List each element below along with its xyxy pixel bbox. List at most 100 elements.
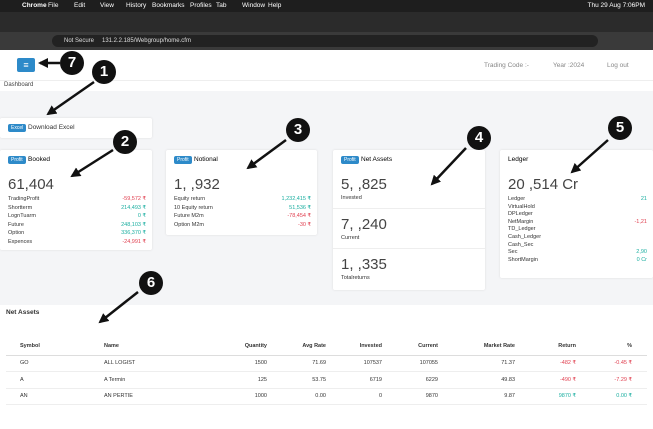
excel-badge[interactable]: Excel <box>8 124 27 132</box>
cell: 0.00 ₹ <box>616 393 632 399</box>
divider <box>6 404 647 405</box>
url-field[interactable]: Not Secure 131.2.2.185/Webgroup/home.cfm <box>52 35 598 47</box>
row-label: ShortMargin <box>508 256 538 263</box>
row-label: Cash_Ledger <box>508 234 542 240</box>
year: Year :2024 <box>553 62 585 69</box>
total: 1, ,932 <box>174 176 220 193</box>
menu-item: View <box>100 2 114 9</box>
security: Not Secure <box>64 38 95 44</box>
arrows <box>38 58 609 324</box>
cell: 107537 <box>363 360 382 366</box>
cell: ALL LOGIST <box>104 360 136 366</box>
column-header: Name <box>104 343 119 349</box>
divider <box>333 208 485 209</box>
row-label: Future <box>8 221 24 228</box>
card-title: Booked <box>28 156 51 163</box>
row-value: 336,370 ₹ <box>121 230 146 236</box>
total: 20 ,514 Cr <box>508 176 579 193</box>
row-label: TradingProfit <box>8 196 40 202</box>
menu-item: Edit <box>74 2 86 9</box>
cell: 49.83 <box>501 376 515 383</box>
excel-card: Excel Download Excel <box>0 118 152 138</box>
cell: 71.69 <box>312 360 326 366</box>
menu-item: Window <box>242 2 266 9</box>
row-label: LognTuarm <box>8 213 36 219</box>
total: 5, ,825 <box>341 176 387 193</box>
row-value: 248,103 ₹ <box>121 221 146 228</box>
block-label: Invested <box>341 195 362 201</box>
row-label: Future M2m <box>174 213 204 219</box>
menu-item: History <box>126 2 147 9</box>
cell: A Termin <box>104 376 126 383</box>
row-label: Expences <box>8 238 33 245</box>
row-value: 21 <box>640 196 647 202</box>
annotation: 5 <box>608 116 632 140</box>
cell: -0.45 ₹ <box>614 360 632 366</box>
row-label: Option M2m <box>174 221 204 228</box>
row-label: NetMargin <box>508 218 534 225</box>
cell: 9870 ₹ <box>558 393 576 399</box>
breadcrumb-bar: Dashboard <box>0 80 653 91</box>
row-value: 51,536 ₹ <box>289 204 311 211</box>
row-value: -30 ₹ <box>298 221 311 228</box>
row-label: Equity return <box>174 196 206 202</box>
clock: Thu 29 Aug 7:06PM <box>587 2 645 9</box>
cell: A <box>20 376 24 383</box>
cell: GO <box>20 360 29 366</box>
booked-card: Profit Booked 61,404 TradingProfit -59,57… <box>0 150 152 250</box>
cell: 0 <box>378 393 382 399</box>
column-header: Quantity <box>244 343 267 349</box>
cell: -7.29 ₹ <box>614 376 632 383</box>
divider <box>6 371 647 372</box>
badge: Profit <box>341 156 359 164</box>
breadcrumb: Dashboard <box>4 82 34 88</box>
divider <box>6 387 647 389</box>
row-value: 214,493 ₹ <box>121 204 146 211</box>
row-value: -78,454 ₹ <box>287 213 311 219</box>
annotation: 3 <box>286 118 310 142</box>
logout[interactable]: Log out <box>607 62 629 69</box>
cell: -482 ₹ <box>559 360 576 366</box>
column-header: Avg Rate <box>302 343 326 349</box>
cell: AN <box>20 393 28 399</box>
block-label: Current <box>341 235 360 241</box>
column-header: Invested <box>359 343 382 349</box>
row-label: Option <box>8 230 25 236</box>
row-label: Sec <box>508 249 518 256</box>
row-value: -59,572 ₹ <box>122 196 146 202</box>
row-label: Ledger <box>508 196 526 202</box>
menu-item: Profiles <box>190 2 212 9</box>
badge: Profit <box>174 156 192 164</box>
holdings-section: Net Assets Symbol Name Quantity Avg Rate Inv… <box>0 305 653 429</box>
net-assets-card: Profit Net Assets 5, ,825 Invested 7, ,240… <box>333 150 485 290</box>
column-header: Return <box>558 343 576 349</box>
row-label: Cash_Sec <box>508 241 534 248</box>
address-bar: Not Secure 131.2.2.185/Webgroup/home.cfm <box>0 32 653 50</box>
total: 1, ,335 <box>341 256 387 273</box>
card-title: Ledger <box>508 156 529 163</box>
cell: 71.37 <box>501 360 515 366</box>
menu-button[interactable]: ≡ <box>17 58 35 72</box>
annotation: 2 <box>113 130 137 154</box>
card-title: Net Assets <box>361 156 393 163</box>
row-label: Shortterm <box>8 204 33 211</box>
divider <box>333 248 485 249</box>
total: 7, ,240 <box>341 216 387 233</box>
row-value: 1,232,415 ₹ <box>281 196 312 202</box>
app-name: Chrome <box>22 2 47 9</box>
download-excel[interactable]: Download Excel <box>28 124 75 131</box>
row-label: 10 Equity return <box>174 204 213 211</box>
cell: 9.87 <box>504 393 515 399</box>
cell: 1500 <box>254 360 267 366</box>
block-label: Totalreturns <box>341 275 370 281</box>
divider <box>6 355 647 356</box>
column-header: Current <box>418 343 438 349</box>
cell: -490 ₹ <box>559 376 576 383</box>
cell: AN PERTIE <box>104 393 133 399</box>
row-label: TD_Ledger <box>508 226 536 233</box>
annotation: 7 <box>60 51 84 75</box>
total: 61,404 <box>8 176 54 193</box>
badge: Profit <box>8 156 26 164</box>
